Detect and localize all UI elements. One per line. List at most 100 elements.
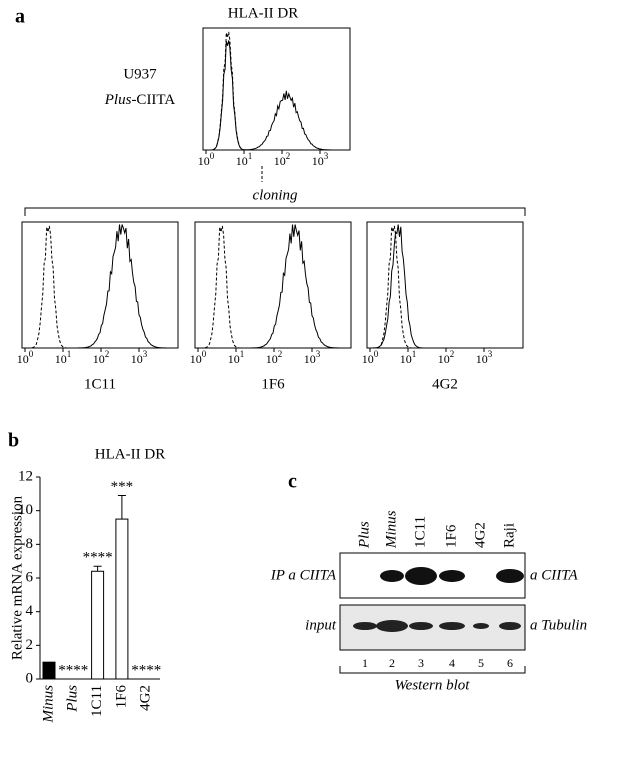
construct-suffix: -CIITA [131,92,175,108]
band [473,623,489,629]
x-tick-label: 4G2 [138,685,154,711]
cloning-label: cloning [253,187,298,203]
tick-exponent: 2 [450,349,455,359]
bar [91,570,105,680]
x-tick-label: 103 [312,151,329,168]
antibody-label: a Tubulin [530,617,587,633]
tick-base: 10 [55,352,67,366]
histogram-frame [194,221,352,349]
blot-bracket [339,666,526,674]
y-tick-label: 8 [26,536,34,552]
histogram-frame [366,221,524,349]
x-tick-label: 103 [304,349,321,366]
band [496,569,524,583]
lane-label: 1C11 [412,516,428,548]
y-tick-label: 12 [18,468,33,484]
tick-base: 10 [93,352,105,366]
error-bar [93,565,102,572]
lane-number: 1 [362,656,368,670]
panel-label: a [15,6,25,28]
x-tick-label: 103 [131,349,148,366]
x-tick-label: 100 [362,349,379,366]
tick-exponent: 0 [210,151,215,161]
band [499,622,521,630]
tick-base: 10 [362,352,374,366]
value-label: *** [111,479,134,495]
lane-number: 5 [478,656,484,670]
x-tick-label: 102 [93,349,110,366]
x-tick-label: Plus [65,685,81,713]
tick-base: 10 [304,352,316,366]
histogram-frame [202,27,351,151]
tick-exponent: 0 [202,349,207,359]
x-tick-label: 1C11 [89,685,105,717]
histogram-control [22,225,178,349]
y-tick-label: 4 [26,603,34,619]
x-tick-label: 102 [266,349,283,366]
y-tick-label: 0 [26,670,34,686]
x-tick-label: 101 [228,349,245,366]
panel-label: b [8,430,19,452]
x-tick-label: 1F6 [113,685,129,709]
band [380,570,404,582]
cloning-bracket [24,207,526,216]
x-tick-label: 102 [274,151,291,168]
tick-exponent: 1 [248,151,253,161]
x-tick-label: 101 [55,349,72,366]
histogram-control [195,225,351,349]
histogram [195,224,351,349]
tick-exponent: 2 [105,349,110,359]
cell-line: U937 [123,66,157,82]
tick-base: 10 [190,352,202,366]
chart-title: HLA-II DR [95,446,165,462]
bar [115,518,129,680]
x-tick-label: 100 [190,349,207,366]
value-label: **** [58,662,88,678]
tick-exponent: 3 [316,349,321,359]
x-tick-label: 102 [438,349,455,366]
histogram-control [203,31,350,151]
band [405,567,437,585]
panel-title: HLA-II DR [228,5,298,21]
x-tick-label: 101 [236,151,253,168]
histogram [367,224,523,349]
histogram [22,224,178,349]
tick-base: 10 [400,352,412,366]
lane-number: 6 [507,656,513,670]
tick-base: 10 [198,154,210,168]
clone-label: 4G2 [432,376,458,392]
tick-exponent: 0 [29,349,34,359]
blot-footer: Western blot [395,677,471,693]
y-axis-label: Relative mRNA expression [9,495,25,660]
tick-exponent: 1 [67,349,72,359]
tick-exponent: 0 [374,349,379,359]
x-tick-label: 100 [198,151,215,168]
panel-label: c [288,471,297,493]
row-label: input [305,617,337,633]
y-tick-label: 6 [26,569,34,585]
tick-base: 10 [476,352,488,366]
tick-base: 10 [236,154,248,168]
band [439,570,465,582]
band [376,620,408,632]
x-tick-label: Minus [40,685,56,724]
antibody-label: a CIITA [530,567,578,583]
lane-number: 4 [449,656,455,670]
histogram-frame [21,221,179,349]
row-label: IP a CIITA [270,567,337,583]
tick-exponent: 3 [143,349,148,359]
clone-label: 1C11 [84,376,116,392]
band [439,622,465,630]
tick-exponent: 2 [278,349,283,359]
y-tick-label: 10 [18,502,33,518]
construct: Plus-CIITA [104,92,176,108]
histogram [203,40,350,151]
tick-base: 10 [274,154,286,168]
lane-number: 3 [418,656,424,670]
tick-base: 10 [131,352,143,366]
value-label: **** [131,662,161,678]
error-bar [117,495,126,520]
band [409,622,433,630]
tick-base: 10 [17,352,29,366]
